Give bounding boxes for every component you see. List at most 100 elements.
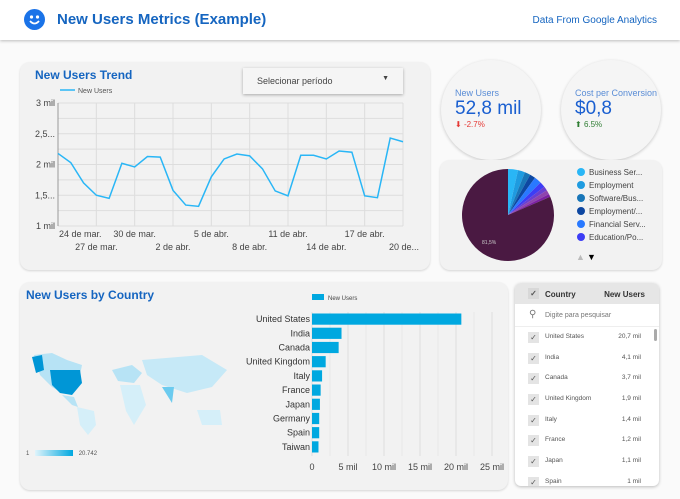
x-tick-label: 0: [309, 462, 314, 472]
bar-category-label: Canada: [278, 343, 310, 353]
row-checkbox[interactable]: ✓: [528, 394, 539, 406]
period-select-label: Selecionar período: [257, 76, 333, 86]
pie-legend-item: Software/Bus...: [577, 194, 643, 203]
legend-dot-icon: [577, 181, 585, 189]
x-tick-label: 11 de abr.: [268, 229, 307, 239]
world-map: [32, 353, 227, 435]
x-tick-label: 14 de abr.: [306, 242, 346, 252]
pie-slice: [508, 177, 541, 215]
x-tick-label: 20 mil: [444, 462, 468, 472]
x-tick-label: 25 mil: [480, 462, 504, 472]
row-checkbox[interactable]: ✓: [528, 476, 539, 486]
legend-label: Software/Bus...: [589, 194, 644, 203]
google-analytics-link[interactable]: Data From Google Analytics: [532, 15, 658, 26]
pie-legend-item: Education/Po...: [577, 233, 643, 242]
bar-category-label: United States: [256, 314, 311, 324]
col-new-users[interactable]: New Users: [604, 290, 645, 299]
x-tick-label: 2 de abr.: [155, 242, 190, 252]
y-tick-label: 2 mil: [36, 160, 55, 170]
legend-swatch: [312, 294, 324, 300]
legend-dot-icon: [577, 233, 585, 241]
legend-label: Education/Po...: [589, 233, 644, 242]
legend-dot-icon: [577, 194, 585, 202]
period-select[interactable]: Selecionar período ▼: [243, 68, 403, 94]
x-tick-label: 30 de mar.: [113, 229, 156, 239]
kpi-delta: ⬆ 6.5%: [575, 120, 602, 129]
table-row[interactable]: ✓ Spain 1 mil: [515, 472, 659, 486]
bar: [312, 412, 320, 425]
bar-category-label: Spain: [287, 428, 310, 438]
row-checkbox[interactable]: ✓: [528, 456, 539, 468]
trend-chart: New Users 3 mil 2,5... 2 mil 1,5... 1 mil 24 d…: [35, 88, 419, 252]
table-row[interactable]: ✓ Japan 1,1 mil: [515, 451, 659, 472]
pie-slice: [508, 186, 547, 215]
bar-category-label: United Kingdom: [246, 357, 310, 367]
bar: [312, 384, 321, 396]
smiley-icon: [24, 9, 45, 30]
bar: [312, 356, 326, 368]
legend-label: Business Ser...: [589, 168, 643, 177]
row-checkbox[interactable]: ✓: [528, 435, 539, 447]
legend-label: Employment: [589, 181, 634, 190]
map-scale-max: 20.742: [78, 451, 98, 457]
row-country: Spain: [545, 477, 562, 485]
row-country: United Kingdom: [545, 395, 592, 403]
pie-slice: [508, 194, 551, 215]
legend-next-icon[interactable]: ▼: [587, 252, 596, 262]
kpi-cost-per-conversion: Cost per Conversion $0,8 ⬆ 6.5%: [561, 60, 661, 160]
legend-dot-icon: [577, 207, 585, 215]
map-gradient: [35, 450, 74, 456]
search-input[interactable]: Digite para pesquisar: [545, 312, 612, 319]
row-checkbox[interactable]: ✓: [528, 373, 539, 385]
pie-slice: [508, 190, 549, 215]
x-tick-label: 5 mil: [338, 462, 357, 472]
table-row[interactable]: ✓ Italy 1,4 mil: [515, 410, 659, 431]
pie-slice-label: 81,5%: [482, 240, 497, 246]
y-tick-label: 1,5...: [35, 190, 55, 200]
select-all-checkbox[interactable]: ✓: [528, 288, 539, 299]
pie-legend-item: Business Ser...: [577, 168, 642, 177]
legend-label: New Users: [328, 296, 357, 302]
kpi-delta: ⬇ -2.7%: [455, 120, 485, 129]
pie-slice: [508, 172, 531, 215]
row-checkbox[interactable]: ✓: [528, 332, 539, 343]
row-country: India: [545, 353, 560, 361]
map-scale: 1 20.742: [26, 450, 97, 457]
dropdown-caret-icon: ▼: [382, 75, 389, 82]
col-country[interactable]: Country: [545, 290, 576, 299]
row-checkbox[interactable]: ✓: [528, 414, 539, 426]
row-users: 3,7 mil: [621, 374, 641, 382]
legend-dot-icon: [577, 168, 585, 176]
table-search[interactable]: ⚲ Digite para pesquisar: [515, 304, 659, 327]
x-tick-label: 10 mil: [372, 462, 396, 472]
scrollbar[interactable]: [654, 329, 657, 341]
bar: [312, 370, 323, 382]
table-row[interactable]: ✓ United States 20,7 mil: [515, 327, 659, 348]
pie-slice: [508, 169, 519, 215]
bar: [312, 398, 320, 410]
search-icon: ⚲: [529, 309, 537, 320]
trend-card: [20, 62, 430, 270]
x-tick-label: 15 mil: [408, 462, 432, 472]
table-row[interactable]: ✓ United Kingdom 1,9 mil: [515, 389, 659, 410]
kpi-delta-value: -2.7%: [463, 120, 485, 129]
table-row[interactable]: ✓ Canada 3,7 mil: [515, 368, 659, 389]
table-row[interactable]: ✓ India 4,1 mil: [515, 348, 659, 369]
table-row[interactable]: ✓ France 1,2 mil: [515, 430, 659, 451]
legend-prev-icon[interactable]: ▲: [576, 252, 585, 262]
row-country: Italy: [545, 415, 557, 423]
pie-legend-item: Employment: [577, 181, 633, 190]
bar-category-label: Japan: [285, 399, 310, 409]
row-checkbox[interactable]: ✓: [528, 352, 539, 364]
bar-category-label: India: [290, 328, 310, 338]
country-title: New Users by Country: [26, 288, 155, 302]
bar: [312, 313, 462, 325]
kpi-value: $0,8: [575, 98, 612, 119]
row-country: Japan: [545, 457, 563, 465]
bar-category-label: Taiwan: [282, 442, 310, 452]
bar-category-label: Italy: [293, 371, 310, 381]
bar-category-label: France: [282, 385, 310, 395]
x-tick-label: 27 de mar.: [75, 242, 118, 252]
row-country: France: [545, 436, 566, 444]
pie-slice: [508, 170, 525, 215]
